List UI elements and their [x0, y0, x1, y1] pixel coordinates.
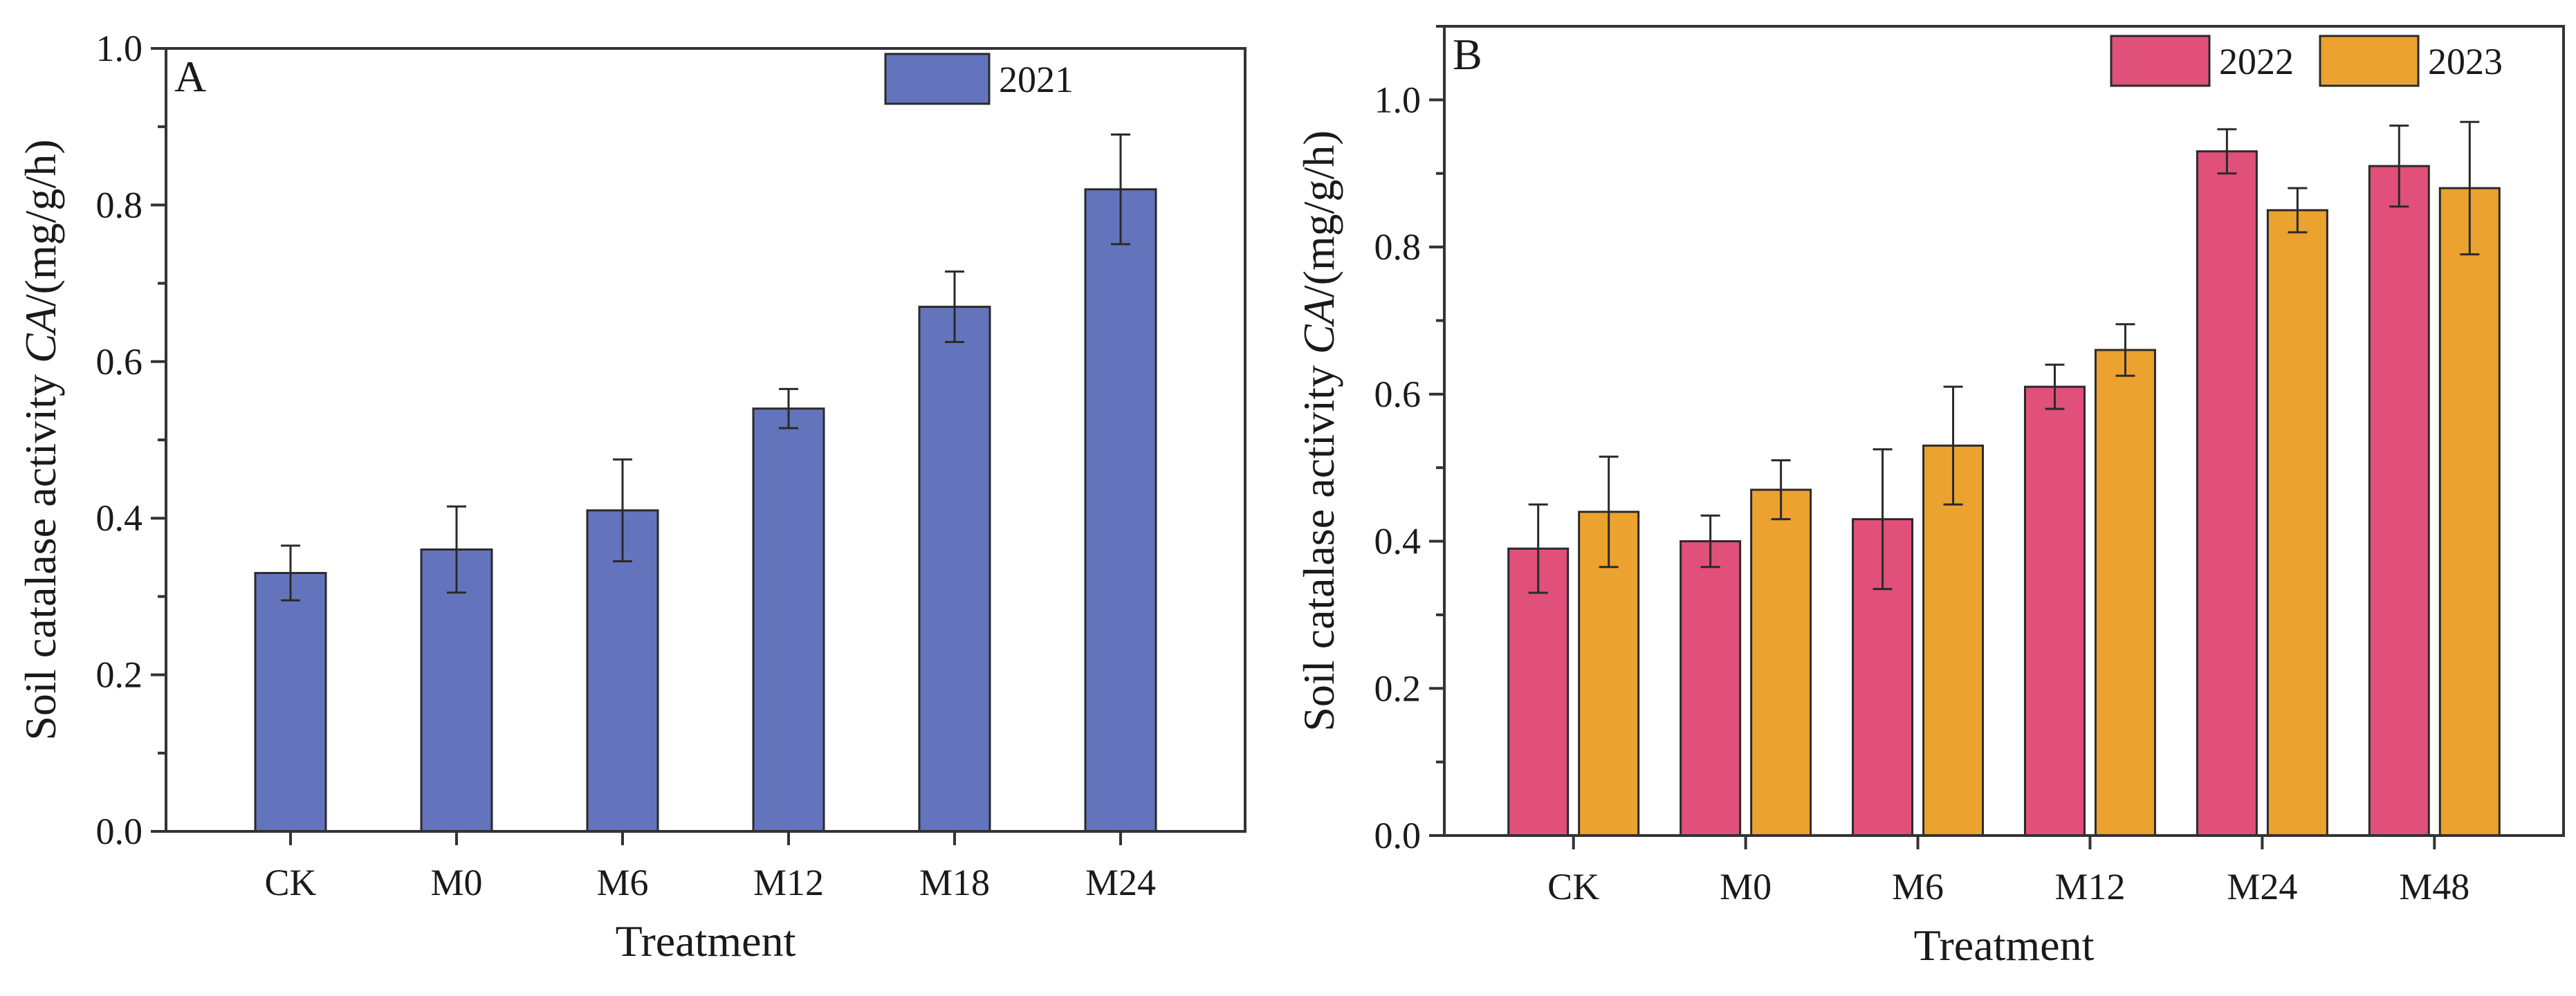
y-axis-title-units: /(mg/g/h)	[1294, 130, 1343, 297]
chart-panel-a: 0.0 0.2 0.4 0.6 0.8 1.0 CK M0 M6 M12 M18 M24 A Treatm…	[16, 28, 1246, 966]
y-tick-label: 0.8	[96, 184, 143, 225]
bar-2022-M12	[2023, 385, 2086, 837]
legend-swatch-2021	[884, 53, 991, 105]
error-bar-2023-M6	[1943, 385, 1963, 506]
legend-swatch-2022	[2110, 35, 2211, 87]
plot-frame	[165, 47, 1246, 833]
bar-2021-M18	[918, 306, 991, 833]
bar-2022-M24	[2196, 150, 2258, 837]
bar-2021-CK	[254, 571, 327, 833]
error-bar-2022-M6	[1873, 448, 1893, 591]
error-bar-2021-CK	[281, 544, 300, 602]
y-tick-label: 0.4	[96, 497, 143, 539]
bar-2023-M6	[1922, 444, 1985, 837]
error-bar-2023-M12	[2115, 323, 2135, 377]
bar-2023-M0	[1750, 488, 1812, 837]
y-tick-label: 0.0	[96, 811, 143, 852]
y-tick-label: 0.2	[96, 654, 143, 696]
y-axis-title-italic: CA	[1294, 297, 1343, 354]
bar-2023-M12	[2094, 349, 2156, 837]
error-bar-2021-M24	[1111, 133, 1130, 246]
error-bar-2021-M6	[613, 458, 632, 562]
legend-label-2023: 2023	[2428, 41, 2503, 82]
bar-2023-M48	[2438, 187, 2501, 837]
x-tick-label: M12	[2054, 866, 2125, 907]
y-axis-title-italic: CA	[16, 306, 65, 363]
y-tick-label: 0.0	[1374, 815, 1422, 856]
legend-label-2022: 2022	[2219, 41, 2294, 82]
bar-2022-M0	[1680, 540, 1742, 837]
bar-2021-M6	[586, 509, 659, 833]
y-tick-label: 1.0	[1374, 79, 1422, 120]
x-tick-label: M24	[2227, 866, 2297, 907]
error-bar-2021-M12	[779, 387, 798, 430]
y-tick-label: 0.2	[1374, 667, 1422, 709]
bar-2021-M0	[420, 548, 493, 833]
x-axis-title: Treatment	[1914, 921, 2095, 970]
x-tick-label: M48	[2399, 866, 2469, 907]
error-bar-2022-M48	[2389, 124, 2409, 208]
x-tick-label: M0	[430, 862, 482, 903]
error-bar-2023-M0	[1771, 459, 1791, 521]
chart-panel-b: 0.0 0.2 0.4 0.6 0.8 1.0 CK M0 M6 M12 M24 M48 B Treatm…	[1294, 25, 2565, 970]
legend-swatch-2023	[2319, 35, 2420, 87]
y-axis-title: Soil catalase activity CA/(mg/g/h)	[16, 139, 65, 740]
y-axis-title-text: Soil catalase activity	[1294, 354, 1343, 732]
y-axis-title: Soil catalase activity CA/(mg/g/h)	[1294, 130, 1343, 731]
x-tick-label: M18	[919, 862, 990, 903]
legend-label-2021: 2021	[999, 59, 1074, 100]
error-bar-2022-M24	[2217, 128, 2237, 175]
error-bar-2023-M24	[2288, 187, 2308, 234]
error-bar-2021-M18	[945, 270, 964, 343]
bar-2023-M24	[2266, 209, 2328, 837]
legend: 2022 2023	[2110, 35, 2503, 87]
panel-label: B	[1453, 30, 1482, 79]
y-tick-label: 0.6	[1374, 374, 1422, 415]
legend: 2021	[884, 53, 1074, 105]
x-tick-label: M12	[753, 862, 824, 903]
y-tick-label: 0.4	[1374, 521, 1422, 562]
x-tick-label: M0	[1720, 866, 1772, 907]
x-tick-label: M24	[1085, 862, 1156, 903]
error-bar-2022-CK	[1528, 503, 1548, 594]
x-axis-title: Treatment	[616, 916, 796, 966]
error-bar-2023-M48	[2460, 120, 2480, 256]
panel-label: A	[174, 52, 206, 101]
bar-2021-M24	[1084, 188, 1157, 833]
y-tick-label: 0.8	[1374, 226, 1422, 268]
error-bar-2022-M0	[1700, 514, 1720, 569]
bar-2021-M12	[752, 407, 825, 833]
error-bar-2021-M0	[447, 505, 466, 594]
y-axis-title-text: Soil catalase activity	[16, 363, 65, 741]
x-tick-label: M6	[1892, 866, 1944, 907]
x-tick-label: CK	[264, 862, 316, 903]
x-tick-label: M6	[596, 862, 648, 903]
x-tick-label: CK	[1547, 866, 1599, 907]
plot-frame	[1443, 25, 2565, 837]
error-bar-2023-CK	[1599, 455, 1619, 569]
bar-2022-M48	[2368, 165, 2430, 837]
y-axis-title-units: /(mg/g/h)	[16, 139, 65, 306]
error-bar-2022-M12	[2045, 363, 2065, 410]
y-tick-label: 0.6	[96, 341, 143, 382]
y-tick-label: 1.0	[96, 28, 143, 69]
